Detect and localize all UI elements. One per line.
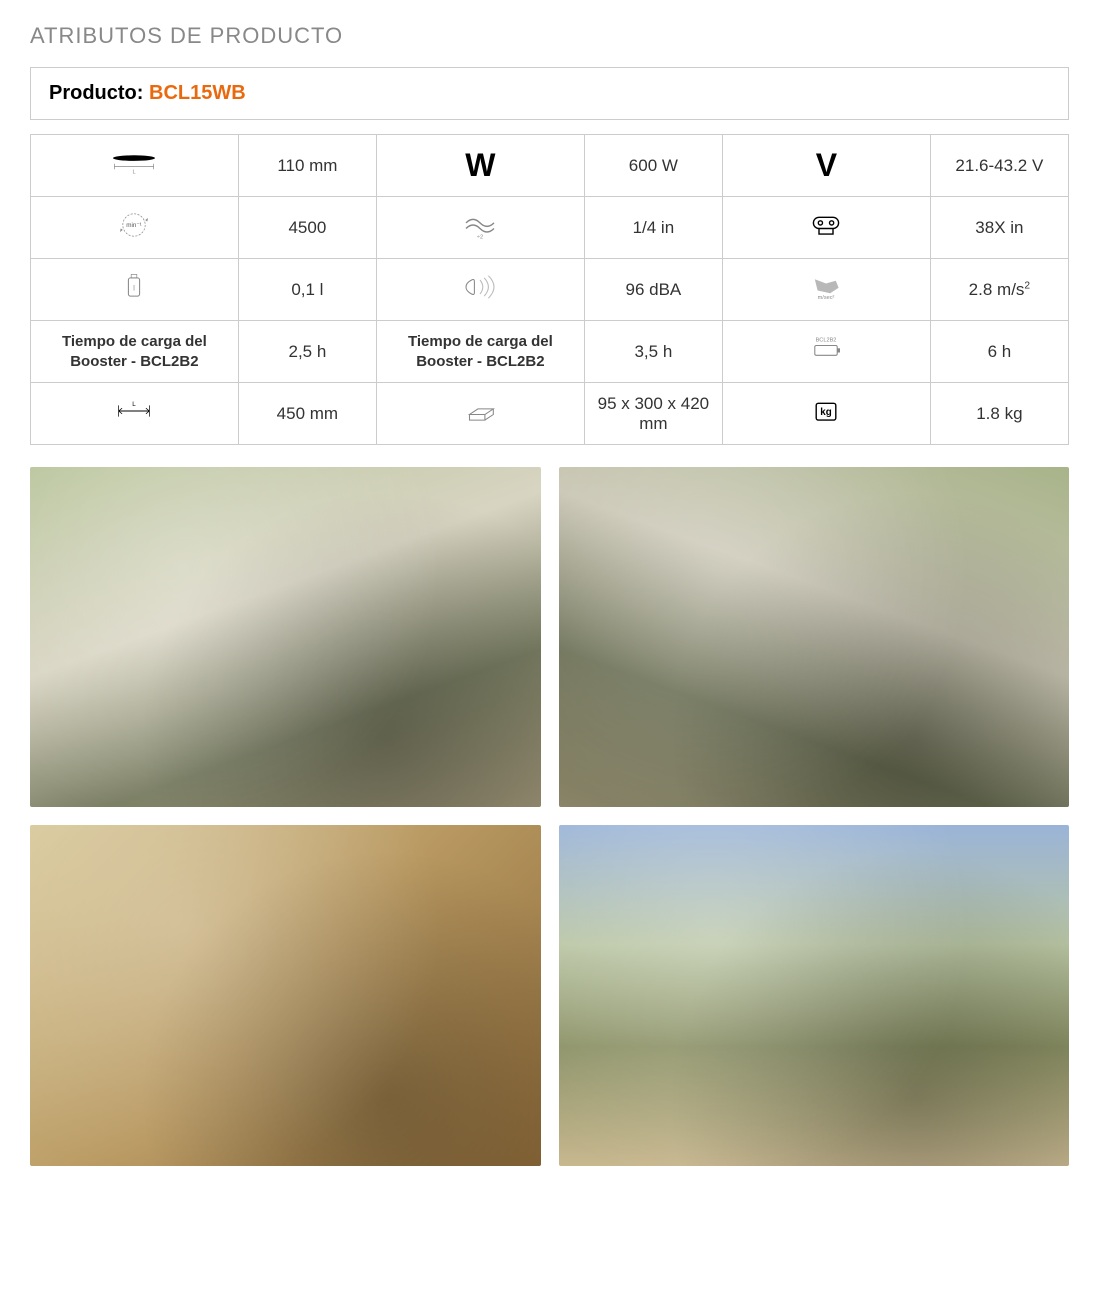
attr-value-cell: 0,1 l: [238, 259, 376, 321]
attr-value-cell: 1/4 in: [584, 197, 722, 259]
attr-value-cell: 2,5 h: [238, 321, 376, 383]
svg-text:÷2: ÷2: [477, 234, 483, 240]
attr-icon-cell: kg: [722, 383, 930, 445]
attr-icon-cell: BCL2B2: [722, 321, 930, 383]
attributes-table: L 110 mm W 600 W V 21.6-43.2 V min⁻¹ 4500 ÷2 1/4 …: [30, 134, 1069, 445]
svg-text:BCL2B2: BCL2B2: [816, 337, 837, 343]
attr-icon-cell: Tiempo de carga del Booster - BCL2B2: [31, 321, 239, 383]
section-title: ATRIBUTOS DE PRODUCTO: [30, 23, 1069, 49]
image-grid: [30, 467, 1069, 1166]
attr-icon-cell: Tiempo de carga del Booster - BCL2B2: [376, 321, 584, 383]
attr-value-cell: 4500: [238, 197, 376, 259]
attr-icon-cell: W: [376, 135, 584, 197]
table-row: Tiempo de carga del Booster - BCL2B22,5 …: [31, 321, 1069, 383]
product-header: Producto: BCL15WB: [30, 67, 1069, 120]
attr-icon-cell: V: [722, 135, 930, 197]
attr-icon-cell: L: [31, 135, 239, 197]
product-photo-3: [30, 825, 541, 1165]
product-code: BCL15WB: [149, 82, 246, 104]
product-photo-4: [559, 825, 1070, 1165]
attr-value-cell: 600 W: [584, 135, 722, 197]
svg-text:l: l: [134, 286, 136, 293]
attr-value-cell: 6 h: [930, 321, 1068, 383]
attr-icon-cell: m/sec²: [722, 259, 930, 321]
attr-value-cell: 3,5 h: [584, 321, 722, 383]
svg-text:L: L: [133, 401, 137, 408]
attr-icon-cell: min⁻¹: [31, 197, 239, 259]
table-row: min⁻¹ 4500 ÷2 1/4 in 38X in: [31, 197, 1069, 259]
attr-value-cell: 96 dBA: [584, 259, 722, 321]
attr-value-cell: 38X in: [930, 197, 1068, 259]
attr-value-cell: 1.8 kg: [930, 383, 1068, 445]
attr-value-cell: 2.8 m/s2: [930, 259, 1068, 321]
table-row: l 0,1 l 96 dBA m/sec² 2.8 m/s2: [31, 259, 1069, 321]
attr-value-cell: 450 mm: [238, 383, 376, 445]
product-photo-2: [559, 467, 1070, 807]
product-label: Producto:: [49, 82, 143, 104]
svg-text:L: L: [133, 170, 136, 176]
table-row: L 110 mm W 600 W V 21.6-43.2 V: [31, 135, 1069, 197]
product-photo-1: [30, 467, 541, 807]
glyph-icon: W: [465, 147, 495, 183]
attr-icon-cell: [376, 383, 584, 445]
attr-icon-cell: [376, 259, 584, 321]
attr-value-cell: 110 mm: [238, 135, 376, 197]
attr-icon-cell: ÷2: [376, 197, 584, 259]
attr-icon-cell: [722, 197, 930, 259]
glyph-icon: V: [816, 147, 837, 183]
svg-text:m/sec²: m/sec²: [818, 295, 835, 301]
attr-icon-cell: l: [31, 259, 239, 321]
attr-icon-cell: L: [31, 383, 239, 445]
attr-value-cell: 21.6-43.2 V: [930, 135, 1068, 197]
table-row: L 450 mm 95 x 300 x 420 mm kg 1.8 kg: [31, 383, 1069, 445]
attr-value-cell: 95 x 300 x 420 mm: [584, 383, 722, 445]
svg-text:kg: kg: [821, 407, 832, 418]
svg-text:min⁻¹: min⁻¹: [127, 222, 143, 229]
